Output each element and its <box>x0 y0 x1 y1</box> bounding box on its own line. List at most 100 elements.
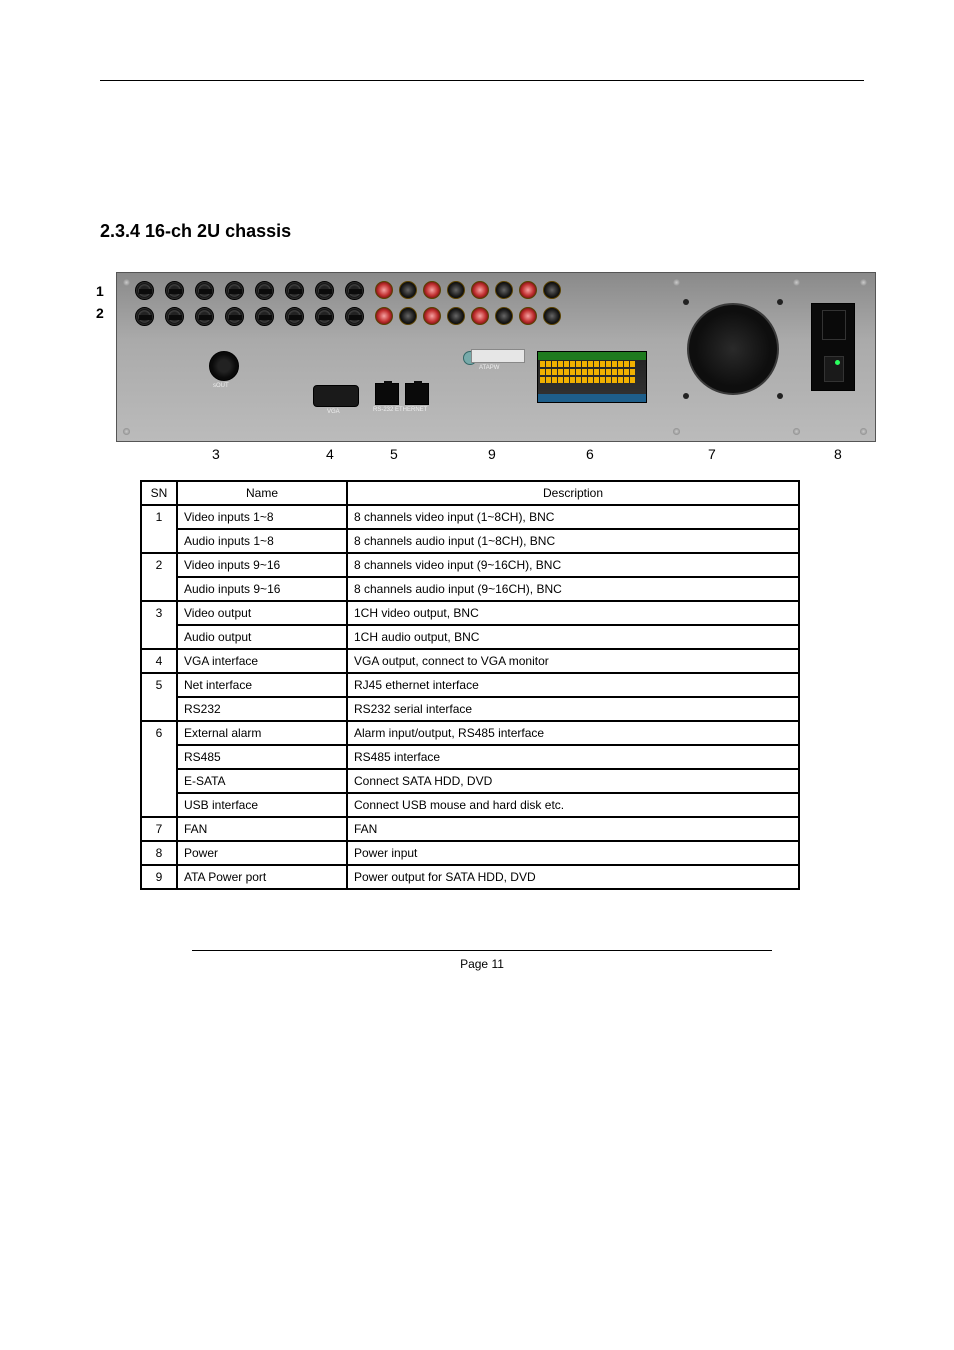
callout-5: 5 <box>390 446 398 462</box>
header-rule <box>100 80 864 81</box>
page-label: Page <box>460 957 488 971</box>
terminal-block <box>537 351 647 403</box>
bnc-video-in <box>345 307 364 326</box>
cell-desc: 8 channels video input (1~8CH), BNC <box>347 505 799 529</box>
ata-label: ATAPW <box>479 365 499 371</box>
footer-rule <box>192 950 772 951</box>
cell-sn: 6 <box>141 721 177 817</box>
rear-panel-photo: sOUT VGA RS-232 ETHERNET ATAPW <box>116 272 876 442</box>
bnc-video-in <box>315 307 334 326</box>
bnc-video-in <box>315 281 334 300</box>
bnc-video-in <box>195 307 214 326</box>
screw-icon <box>860 428 867 435</box>
bnc-video-in <box>225 281 244 300</box>
callout-7: 7 <box>708 446 716 462</box>
cell-desc: 1CH video output, BNC <box>347 601 799 625</box>
cell-desc: 8 channels audio input (9~16CH), BNC <box>347 577 799 601</box>
cell-desc: RS485 interface <box>347 745 799 769</box>
cell-name: Video inputs 9~16 <box>177 553 347 577</box>
rca-audio-in <box>399 281 417 299</box>
screw-icon <box>793 279 800 286</box>
cell-name: FAN <box>177 817 347 841</box>
rca-audio-in <box>495 307 513 325</box>
page-num-value: 11 <box>491 957 503 971</box>
cell-desc: FAN <box>347 817 799 841</box>
screw-icon <box>123 428 130 435</box>
fan <box>687 303 779 395</box>
cell-sn: 7 <box>141 817 177 841</box>
callout-8: 8 <box>834 446 842 462</box>
rca-audio-in <box>543 307 561 325</box>
bnc-video-in <box>165 307 184 326</box>
callout-3: 3 <box>212 446 220 462</box>
rca-audio-in <box>519 307 537 325</box>
bnc-video-in <box>225 307 244 326</box>
cell-name: Net interface <box>177 673 347 697</box>
bnc-video-in <box>285 281 304 300</box>
cell-desc: 1CH audio output, BNC <box>347 625 799 649</box>
power-switch-icon <box>824 356 844 382</box>
cell-name: Audio inputs 1~8 <box>177 529 347 553</box>
rca-audio-in <box>471 281 489 299</box>
cell-desc: Connect USB mouse and hard disk etc. <box>347 793 799 817</box>
bnc-video-in <box>285 307 304 326</box>
cell-sn: 3 <box>141 601 177 649</box>
net-label: RS-232 ETHERNET <box>373 407 427 413</box>
bnc-video-in <box>255 281 274 300</box>
ethernet-port <box>405 383 429 405</box>
rca-audio-in <box>423 307 441 325</box>
cell-sn: 8 <box>141 841 177 865</box>
vga-label: VGA <box>327 409 340 415</box>
rca-audio-in <box>519 281 537 299</box>
cell-name: Video output <box>177 601 347 625</box>
cell-name: Audio inputs 9~16 <box>177 577 347 601</box>
cell-desc: RS232 serial interface <box>347 697 799 721</box>
cell-name: External alarm <box>177 721 347 745</box>
cell-sn: 9 <box>141 865 177 889</box>
cell-name: Audio output <box>177 625 347 649</box>
cell-name: Power <box>177 841 347 865</box>
bnc-video-in <box>195 281 214 300</box>
screw-icon <box>123 279 130 286</box>
rca-audio-in <box>375 281 393 299</box>
cell-sn: 4 <box>141 649 177 673</box>
rca-audio-in <box>447 281 465 299</box>
bnc-video-in <box>135 281 154 300</box>
bottom-callouts: 3459678 <box>116 442 876 470</box>
th-name: Name <box>177 481 347 505</box>
callout-4: 4 <box>326 446 334 462</box>
cell-name: USB interface <box>177 793 347 817</box>
rca-audio-in <box>447 307 465 325</box>
screw-icon <box>673 428 680 435</box>
bnc-video-in <box>165 281 184 300</box>
th-sn: SN <box>141 481 177 505</box>
screw-icon <box>793 428 800 435</box>
rca-audio-in <box>423 281 441 299</box>
cell-desc: Power input <box>347 841 799 865</box>
power-socket-icon <box>822 310 846 340</box>
cell-name: RS232 <box>177 697 347 721</box>
rca-audio-in <box>543 281 561 299</box>
callout-6: 6 <box>586 446 594 462</box>
cell-desc: VGA output, connect to VGA monitor <box>347 649 799 673</box>
cell-desc: Connect SATA HDD, DVD <box>347 769 799 793</box>
row-2-label: 2 <box>96 302 104 324</box>
rca-audio-in <box>495 281 513 299</box>
screw-icon <box>673 279 680 286</box>
cell-desc: RJ45 ethernet interface <box>347 673 799 697</box>
row-labels: 1 2 <box>96 280 104 324</box>
cell-name: RS485 <box>177 745 347 769</box>
ata-power-port <box>471 349 525 363</box>
cell-desc: 8 channels video input (9~16CH), BNC <box>347 553 799 577</box>
spec-table: SN Name Description 1Video inputs 1~88 c… <box>140 480 800 890</box>
rca-audio-in <box>399 307 417 325</box>
page-number: Page 11 <box>100 957 864 971</box>
cell-sn: 5 <box>141 673 177 721</box>
rca-audio-in <box>375 307 393 325</box>
bnc-video-in <box>135 307 154 326</box>
th-desc: Description <box>347 481 799 505</box>
bnc-video-in <box>255 307 274 326</box>
bnc-video-in <box>345 281 364 300</box>
row-1-label: 1 <box>96 280 104 302</box>
screw-icon <box>860 279 867 286</box>
